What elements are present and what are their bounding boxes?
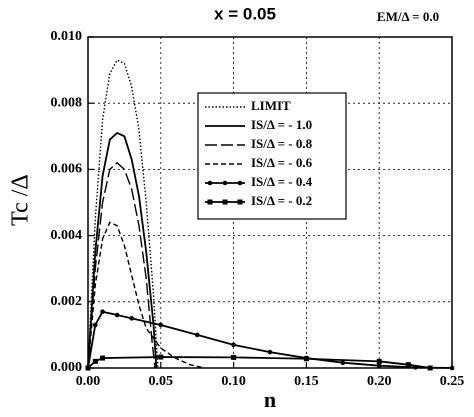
point (405, 362, 411, 368)
point (231, 342, 236, 348)
x-tick-label: 0.20 (367, 374, 392, 389)
legend-label: IS/Δ = - 0.4 (251, 174, 313, 189)
legend-label: IS/Δ = - 0.6 (251, 155, 313, 170)
series-line (87, 221, 205, 369)
point (376, 363, 382, 368)
x-axis-label: n (264, 387, 276, 412)
legend-marker (207, 180, 213, 186)
chart-title: x = 0.05 (214, 4, 276, 23)
point (449, 365, 455, 371)
legend-marker (237, 180, 243, 186)
legend-box (197, 92, 347, 220)
legend-label: IS/Δ = - 1.0 (251, 117, 312, 132)
y-tick-label: 0.004 (51, 228, 83, 243)
series-line (87, 310, 453, 369)
y-axis-label: Tc /Δ (8, 174, 34, 226)
series-line (87, 59, 159, 369)
point (194, 332, 200, 338)
y-tick-label: 0.010 (51, 29, 83, 44)
legend-marker (237, 199, 243, 205)
point (376, 358, 382, 364)
x-tick-label: 0.00 (76, 374, 101, 389)
legend-marker (222, 180, 228, 186)
point (340, 360, 346, 366)
point (158, 322, 164, 328)
annotation: EM/Δ = 0.0 (377, 9, 439, 24)
point (100, 355, 106, 361)
point (129, 316, 134, 321)
legend-label: IS/Δ = - 0.2 (251, 193, 312, 208)
point (100, 309, 105, 315)
point (85, 365, 91, 371)
point (267, 349, 273, 355)
y-tick-label: 0.000 (51, 360, 83, 375)
point (114, 312, 120, 318)
x-tick-label: 0.10 (221, 374, 246, 389)
point (231, 354, 237, 360)
x-tick-label: 0.15 (294, 374, 319, 389)
legend-label: LIMIT (251, 98, 291, 113)
legend-marker (207, 199, 213, 205)
point (92, 358, 98, 364)
point (427, 365, 433, 371)
y-tick-label: 0.006 (51, 162, 83, 177)
x-tick-label: 0.25 (440, 374, 465, 389)
series-line (87, 161, 156, 369)
point (158, 354, 164, 360)
legend-marker (222, 199, 228, 205)
series-line (87, 131, 158, 369)
x-tick-label: 0.05 (149, 374, 174, 389)
legend-label: IS/Δ = - 0.8 (251, 136, 313, 151)
y-tick-label: 0.002 (51, 294, 83, 309)
plot-frame (87, 36, 453, 369)
y-tick-label: 0.008 (51, 95, 83, 110)
point (303, 356, 309, 362)
point (92, 322, 98, 328)
